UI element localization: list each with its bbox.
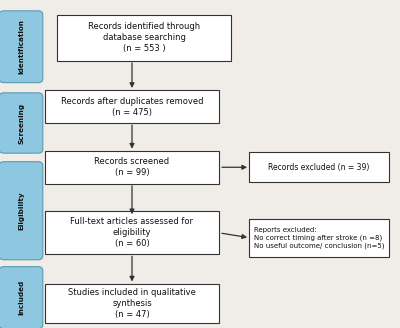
FancyBboxPatch shape — [249, 152, 389, 182]
Text: Studies included in qualitative
synthesis
(n = 47): Studies included in qualitative synthesi… — [68, 288, 196, 319]
FancyBboxPatch shape — [45, 151, 219, 184]
Text: Screening: Screening — [18, 102, 24, 144]
Text: Included: Included — [18, 280, 24, 315]
FancyBboxPatch shape — [0, 162, 43, 260]
Text: Eligibility: Eligibility — [18, 192, 24, 230]
FancyBboxPatch shape — [57, 14, 231, 61]
Text: Records identified through
database searching
(n = 553 ): Records identified through database sear… — [88, 22, 200, 53]
FancyBboxPatch shape — [45, 90, 219, 123]
Text: Records after duplicates removed
(n = 475): Records after duplicates removed (n = 47… — [61, 96, 203, 117]
FancyBboxPatch shape — [45, 212, 219, 255]
FancyBboxPatch shape — [45, 283, 219, 323]
FancyBboxPatch shape — [0, 267, 43, 328]
Text: Records screened
(n = 99): Records screened (n = 99) — [94, 157, 170, 177]
Text: Reports excluded:
No correct timing after stroke (n =8)
No useful outcome/ concl: Reports excluded: No correct timing afte… — [254, 227, 384, 249]
FancyBboxPatch shape — [0, 93, 43, 153]
FancyBboxPatch shape — [0, 11, 43, 83]
FancyBboxPatch shape — [249, 219, 389, 257]
Text: Records excluded (n = 39): Records excluded (n = 39) — [268, 163, 370, 172]
Text: Full-text articles assessed for
eligibility
(n = 60): Full-text articles assessed for eligibil… — [70, 217, 194, 249]
Text: Identification: Identification — [18, 19, 24, 74]
